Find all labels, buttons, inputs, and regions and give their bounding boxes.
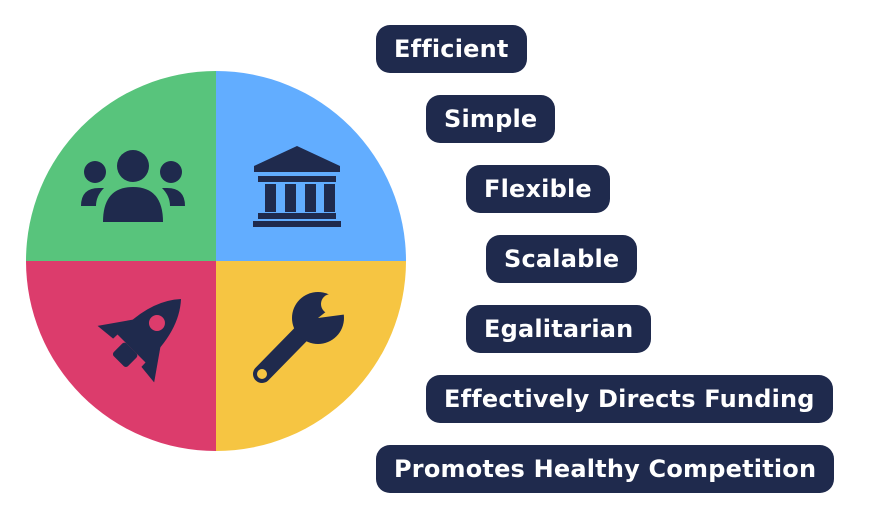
bank-building-icon xyxy=(253,146,341,227)
label-flexible: Flexible xyxy=(466,165,610,213)
quadrant-wheel xyxy=(26,71,406,451)
rocket-icon xyxy=(97,298,182,383)
label-effectively-directs-funding: Effectively Directs Funding xyxy=(426,375,833,423)
label-promotes-healthy-competition: Promotes Healthy Competition xyxy=(376,445,835,493)
quadrant-bottom-right xyxy=(216,261,406,451)
label-egalitarian: Egalitarian xyxy=(466,305,652,353)
label-scalable: Scalable xyxy=(486,235,638,283)
label-efficient: Efficient xyxy=(376,25,527,73)
label-simple: Simple xyxy=(426,95,556,143)
people-group-icon xyxy=(81,150,185,222)
